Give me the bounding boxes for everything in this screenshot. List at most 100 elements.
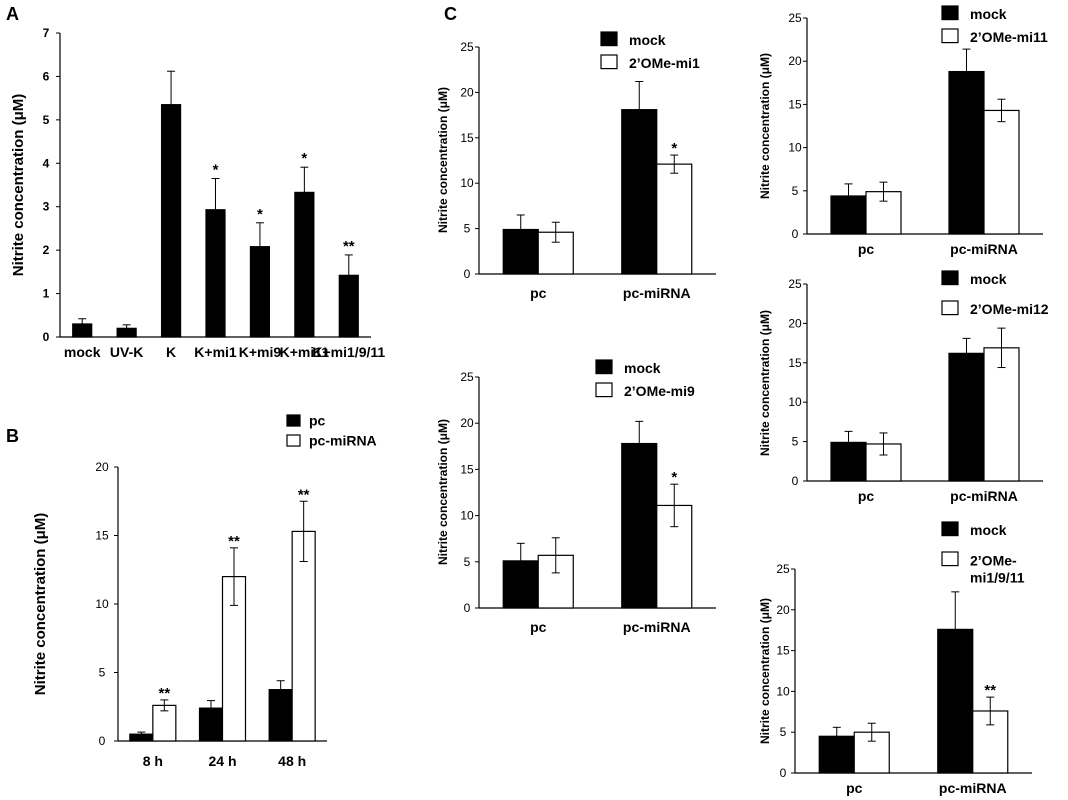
chart-c-3: 0 5 10 15 20 25 Nitrite concentration (μM) pc * p… <box>436 359 716 635</box>
y-tick-label: 0 <box>464 601 471 615</box>
bar <box>983 347 1020 482</box>
x-tick-label: 48 h <box>278 753 306 769</box>
y-tick-label: 5 <box>792 435 799 449</box>
y-tick-label: 6 <box>43 69 50 83</box>
y-tick-label: 10 <box>788 141 802 155</box>
legend-swatch <box>595 359 613 375</box>
y-tick-label: 20 <box>776 603 790 617</box>
y-tick-label: 15 <box>788 356 802 370</box>
y-tick-label: 0 <box>792 474 799 488</box>
x-tick-label: 24 h <box>208 753 236 769</box>
significance-marker: ** <box>158 685 170 702</box>
legend-swatch <box>600 31 618 47</box>
x-tick-label: 8 h <box>143 753 163 769</box>
bar <box>948 70 985 235</box>
legend-swatch <box>941 28 959 44</box>
y-tick-label: 2 <box>43 243 50 257</box>
chart-c-6: 0 5 10 15 20 25 Nitrite concentration (μM) pc **… <box>758 521 1032 796</box>
y-axis-title: Nitrite concentration (μM) <box>436 419 450 565</box>
x-tick-label: mock <box>64 344 101 360</box>
legend-label: mock <box>624 360 661 376</box>
y-tick-label: 0 <box>99 734 106 748</box>
significance-marker: ** <box>228 533 240 550</box>
y-tick-label: 20 <box>788 316 802 330</box>
y-tick-label: 1 <box>43 287 50 301</box>
y-axis-title: Nitrite concentration (μM) <box>758 598 772 744</box>
y-tick-label: 10 <box>460 509 474 523</box>
significance-marker: ** <box>984 682 996 699</box>
bar <box>656 163 693 275</box>
y-tick-label: 0 <box>464 267 471 281</box>
panel-label-b: B <box>6 426 19 446</box>
significance-marker: * <box>257 206 263 223</box>
y-tick-label: 5 <box>792 184 799 198</box>
chart-c-4: 0 5 10 15 20 25 Nitrite concentration (μM) pc pc… <box>758 5 1048 257</box>
y-tick-label: 5 <box>464 555 471 569</box>
y-tick-label: 10 <box>95 597 109 611</box>
y-axis-title: Nitrite concentration (μM) <box>758 53 772 199</box>
x-tick-label: pc-miRNA <box>950 241 1018 257</box>
y-tick-label: 20 <box>460 416 474 430</box>
legend-label-line: mi1/9/11 <box>970 570 1025 586</box>
x-tick-label: K+mi1 <box>194 344 237 360</box>
bar <box>291 530 316 742</box>
chart-b-1: 0 5 10 15 20 Nitrite concentration (μM) ** 8 h *… <box>32 412 377 769</box>
legend-swatch <box>595 382 613 398</box>
x-tick-label: UV-K <box>110 344 143 360</box>
legend-label: pc <box>309 412 326 428</box>
x-tick-label: K <box>166 344 176 360</box>
y-tick-label: 0 <box>780 766 787 780</box>
y-tick-label: 25 <box>460 40 474 54</box>
x-tick-label: pc-miRNA <box>950 488 1018 504</box>
legend-label: 2’OMe-mi1 <box>629 55 700 71</box>
panel-label-a: A <box>6 4 19 24</box>
x-tick-label: K+mi1/9/11 <box>312 344 385 360</box>
y-axis-title: Nitrite concentration (μM) <box>10 94 27 277</box>
legend-swatch <box>600 54 618 70</box>
bar <box>948 352 985 482</box>
y-tick-label: 10 <box>788 395 802 409</box>
y-tick-label: 20 <box>95 460 109 474</box>
y-tick-label: 10 <box>460 176 474 190</box>
significance-marker: * <box>671 469 677 486</box>
y-tick-label: 20 <box>460 85 474 99</box>
legend-label-line: 2’OMe- <box>970 553 1017 569</box>
legend-swatch <box>941 551 959 567</box>
bar <box>160 104 182 338</box>
y-tick-label: 5 <box>43 113 50 127</box>
x-tick-label: pc <box>858 241 875 257</box>
y-tick-label: 0 <box>43 330 50 344</box>
x-tick-label: pc <box>530 619 547 635</box>
x-tick-label: pc <box>858 488 875 504</box>
x-tick-label: K+mi9 <box>239 344 282 360</box>
legend-label: pc-miRNA <box>309 432 377 448</box>
legend-swatch <box>941 270 959 286</box>
chart-a-0: 0 1 2 3 4 5 6 7 Nitrite concentration (μM) mock UV… <box>10 26 385 360</box>
significance-marker: * <box>213 161 219 178</box>
x-tick-label: pc-miRNA <box>939 780 1007 796</box>
x-tick-label: pc <box>530 285 547 301</box>
chart-c-5: 0 5 10 15 20 25 Nitrite concentration (μM) pc pc… <box>758 270 1049 504</box>
panel-label-c: C <box>444 4 457 24</box>
y-axis-title: Nitrite concentration (μM) <box>436 87 450 233</box>
y-tick-label: 5 <box>464 222 471 236</box>
significance-marker: ** <box>298 486 310 503</box>
chart-c-2: 0 5 10 15 20 25 Nitrite concentration (μM) pc * p… <box>436 31 716 301</box>
y-tick-label: 25 <box>788 11 802 25</box>
y-tick-label: 15 <box>788 97 802 111</box>
y-axis-title: Nitrite concentration (μM) <box>758 310 772 456</box>
legend-swatch <box>941 5 959 21</box>
legend-swatch <box>286 414 301 427</box>
legend-label: 2’OMe-mi11 <box>970 29 1048 45</box>
y-tick-label: 10 <box>776 684 790 698</box>
bar <box>983 109 1020 235</box>
y-tick-label: 15 <box>460 462 474 476</box>
y-tick-label: 25 <box>460 370 474 384</box>
y-tick-label: 25 <box>788 277 802 291</box>
charts-layer: 0 1 2 3 4 5 6 7 Nitrite concentration (μM) mock UV… <box>10 5 1049 796</box>
y-tick-label: 4 <box>43 156 50 170</box>
y-tick-label: 0 <box>792 227 799 241</box>
y-tick-label: 15 <box>460 131 474 145</box>
y-tick-label: 15 <box>776 644 790 658</box>
legend-label: mock <box>629 32 666 48</box>
